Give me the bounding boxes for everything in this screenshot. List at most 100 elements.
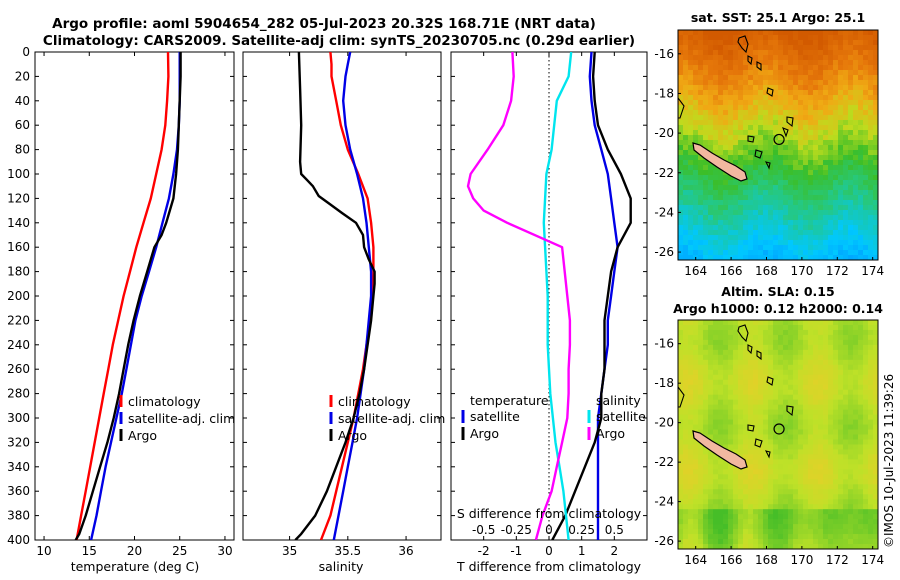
map-cell [873, 95, 878, 101]
map-cell [818, 404, 824, 411]
map-cell [718, 200, 724, 206]
map-cell [853, 215, 859, 221]
map-cell [678, 529, 684, 535]
map-cell [698, 519, 704, 525]
map-cell [708, 40, 714, 46]
map-cell [688, 384, 694, 391]
map-cell [768, 409, 774, 416]
map-cell [718, 255, 724, 260]
map-cell [678, 80, 684, 86]
map-cell [718, 469, 724, 475]
map-cell [708, 454, 714, 460]
map-cell [678, 235, 684, 241]
map-cell [778, 509, 784, 515]
map-cell [693, 419, 699, 426]
map-cell [833, 329, 839, 336]
map-cell [753, 484, 759, 490]
map-cell [703, 130, 709, 136]
map-cell [703, 324, 709, 331]
map-cell [823, 255, 829, 260]
depth-tick-label: 320 [7, 435, 30, 449]
map-cell [728, 40, 734, 46]
map-cell [813, 210, 819, 216]
map-cell [863, 160, 869, 166]
map-cell [693, 379, 699, 386]
map-cell [818, 399, 824, 406]
map-cell [828, 334, 834, 341]
map-cell [863, 120, 869, 126]
map-cell [853, 140, 859, 146]
map-cell [843, 250, 849, 256]
map-cell [748, 544, 754, 549]
map-cell [763, 240, 769, 246]
map-cell [683, 165, 689, 171]
map-cell [828, 160, 834, 166]
map-cell [778, 185, 784, 191]
map-cell [768, 200, 774, 206]
map-cell [793, 384, 799, 391]
map-cell [803, 474, 809, 480]
map-cell [833, 175, 839, 181]
map-cell [763, 175, 769, 181]
map-cell [763, 524, 769, 530]
map-cell [678, 539, 684, 545]
map-cell [713, 544, 719, 549]
map-cell [803, 230, 809, 236]
map-cell [833, 225, 839, 231]
map-cell [713, 374, 719, 381]
map-cell [868, 115, 874, 121]
map-cell [803, 424, 809, 431]
map-cell [823, 90, 829, 96]
map-cell [823, 140, 829, 146]
map-cell [753, 364, 759, 371]
map-cell [858, 105, 864, 111]
map-cell [698, 205, 704, 211]
map-cell [773, 230, 779, 236]
map-cell [738, 414, 744, 421]
map-cell [778, 210, 784, 216]
map-cell [683, 245, 689, 251]
map-cell [713, 165, 719, 171]
map-cell [783, 519, 789, 525]
map-cell [778, 349, 784, 356]
map-cell [743, 539, 749, 545]
map-cell [848, 130, 854, 136]
map-cell [868, 449, 874, 456]
map-cell [703, 220, 709, 226]
map-cell [783, 100, 789, 106]
map-cell [873, 55, 878, 61]
map-cell [828, 125, 834, 131]
map-cell [858, 140, 864, 146]
map-cell [873, 50, 878, 56]
map-cell [753, 459, 759, 465]
map-cell [773, 474, 779, 480]
map-cell [778, 215, 784, 221]
map-cell [828, 509, 834, 515]
map-cell [843, 459, 849, 465]
map-cell [788, 379, 794, 386]
map-cell [763, 40, 769, 46]
map-cell [678, 379, 684, 386]
map-cell [803, 509, 809, 515]
map-cell [843, 85, 849, 91]
map-cell [803, 384, 809, 391]
map-cell [733, 215, 739, 221]
map-cell [833, 399, 839, 406]
map-cell [703, 90, 709, 96]
map-cell [738, 494, 744, 500]
map-cell [683, 195, 689, 201]
map-cell [843, 499, 849, 505]
map-cell [688, 150, 694, 156]
map-cell [833, 235, 839, 241]
map-cell [833, 539, 839, 545]
map-cell [713, 514, 719, 520]
map-cell [753, 75, 759, 81]
map-cell [688, 175, 694, 181]
map-cell [718, 50, 724, 56]
map-cell [873, 185, 878, 191]
map-cell [743, 195, 749, 201]
map-cell [813, 469, 819, 475]
map-cell [868, 145, 874, 151]
map-cell [748, 519, 754, 525]
map-cell [803, 155, 809, 161]
